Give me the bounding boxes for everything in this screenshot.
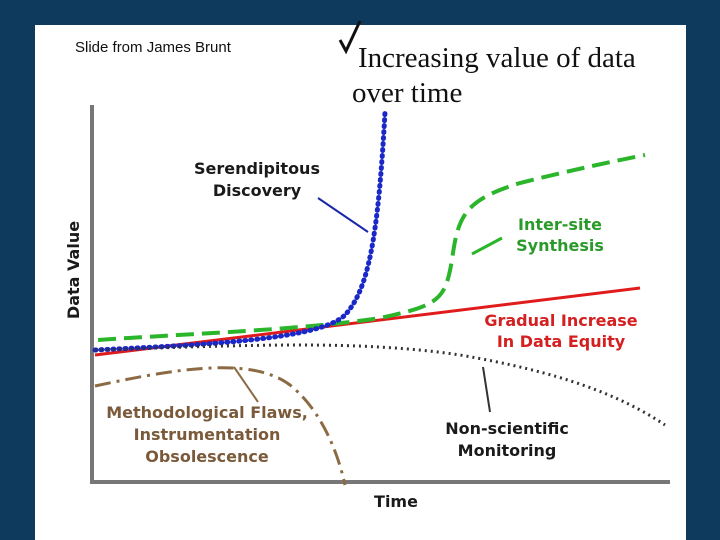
annotation: Inter-site (518, 215, 602, 234)
annotation: Instrumentation (134, 425, 281, 444)
x-axis-label: Time (374, 492, 418, 511)
annotation: Monitoring (458, 441, 557, 460)
arrow (471, 236, 503, 256)
y-axis-label: Data Value (64, 221, 83, 319)
annotation: Non-scientific (445, 419, 569, 438)
title-line: Increasing value of data (358, 42, 636, 74)
discovery-curve (92, 109, 388, 353)
annotation: Obsolescence (145, 447, 269, 466)
annotation: Discovery (213, 181, 302, 200)
flaws-curve (94, 366, 347, 486)
monitoring-curve (94, 343, 666, 427)
arrow (482, 366, 491, 413)
arrow (317, 197, 369, 233)
annotation: Gradual Increase (484, 311, 637, 330)
synthesis-curve (97, 153, 646, 342)
annotation: Serendipitous (194, 159, 320, 178)
check-mark (338, 20, 362, 55)
arrow (233, 366, 259, 403)
credit: Slide from James Brunt (75, 39, 232, 56)
title-line: over time (352, 77, 462, 109)
annotation: In Data Equity (497, 332, 626, 351)
annotation: Synthesis (516, 236, 604, 255)
slide-area (35, 25, 686, 540)
annotation: Methodological Flaws, (106, 403, 308, 422)
